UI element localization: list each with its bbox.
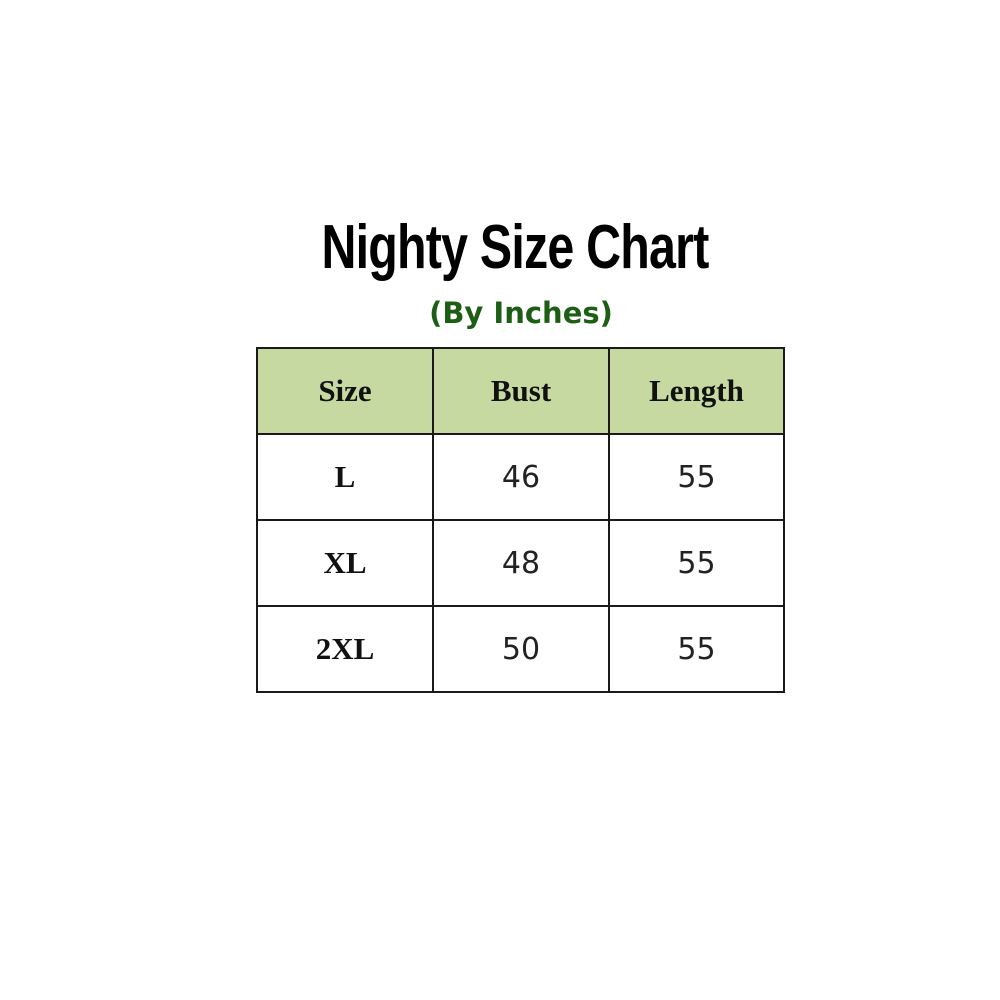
cell-length: 55 — [608, 605, 785, 693]
table-row: XL 48 55 — [256, 519, 785, 607]
cell-bust: 48 — [432, 519, 610, 607]
cell-length: 55 — [608, 519, 785, 607]
cell-size: XL — [256, 519, 434, 607]
size-table: Size Bust Length L 46 55 XL 48 55 2XL 50… — [256, 347, 785, 693]
cell-size: L — [256, 433, 434, 521]
header-bust: Bust — [432, 347, 610, 435]
chart-subtitle: (By Inches) — [429, 296, 613, 330]
cell-bust: 46 — [432, 433, 610, 521]
cell-bust: 50 — [432, 605, 610, 693]
table-header-row: Size Bust Length — [256, 347, 785, 435]
header-size: Size — [256, 347, 434, 435]
header-length: Length — [608, 347, 785, 435]
cell-length: 55 — [608, 433, 785, 521]
chart-title: Nighty Size Chart — [321, 213, 709, 282]
cell-size: 2XL — [256, 605, 434, 693]
table-row: L 46 55 — [256, 433, 785, 521]
table-row: 2XL 50 55 — [256, 605, 785, 693]
